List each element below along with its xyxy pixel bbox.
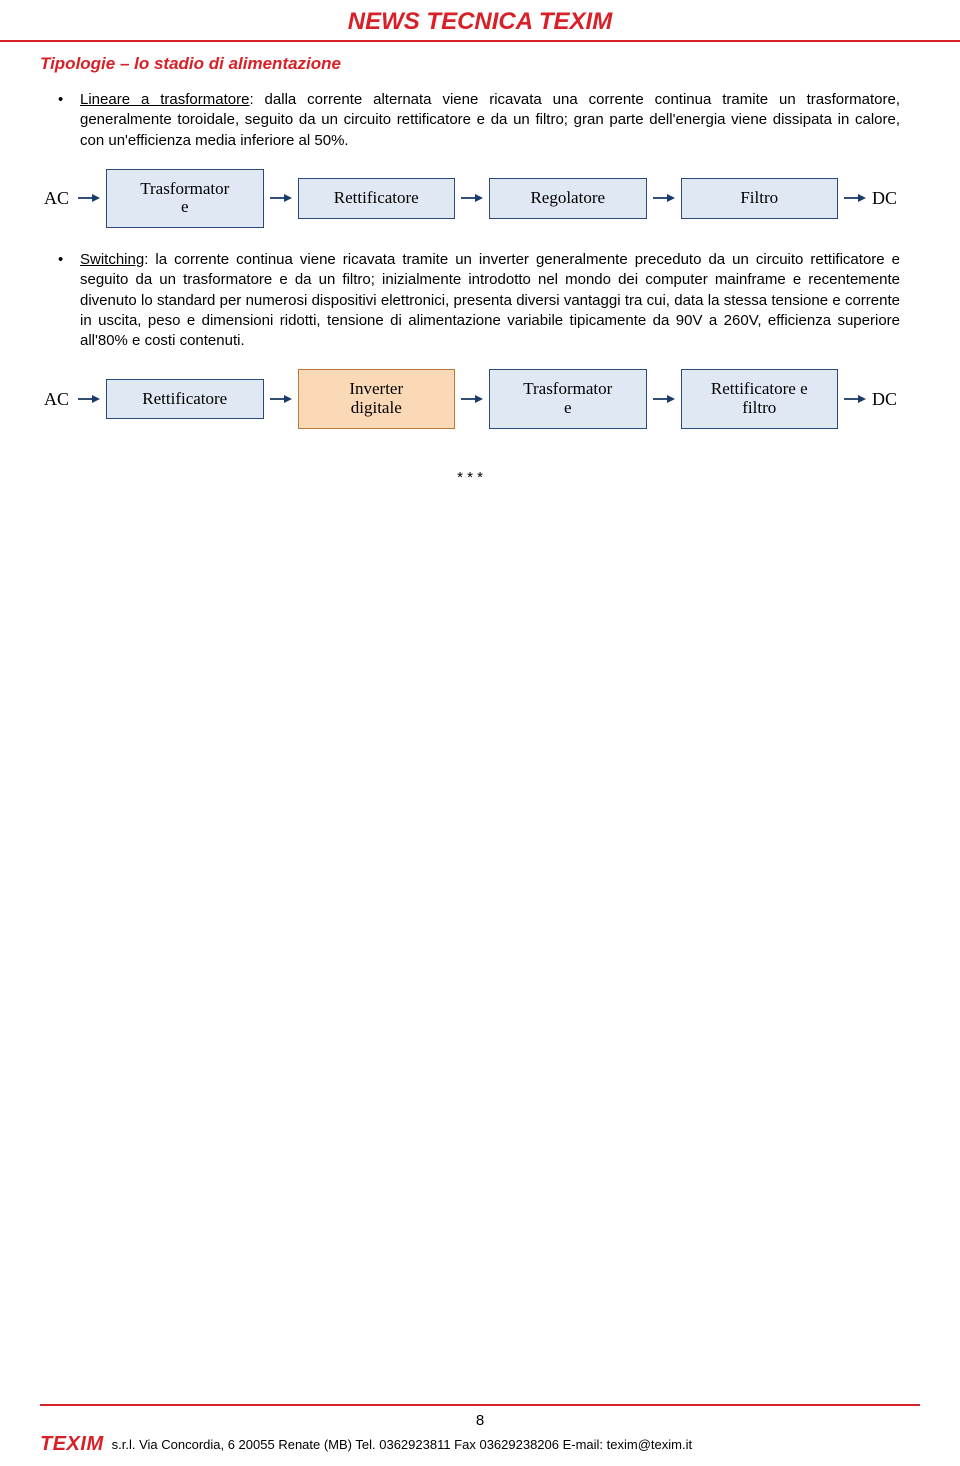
arrow-icon	[461, 393, 483, 405]
footer-text: s.r.l. Via Concordia, 6 20055 Renate (MB…	[112, 1437, 692, 1452]
arrow-icon	[270, 393, 292, 405]
arrow-icon	[844, 192, 866, 204]
flow-box: Filtro	[681, 178, 839, 219]
arrow-icon	[844, 393, 866, 405]
flowchart-1: AC Trasformatore Rettificatore Regolatore Fi…	[40, 169, 900, 228]
bullet2-underline: Switching	[80, 251, 144, 268]
bullet-list-2: Switching: la corrente continua viene ri…	[40, 250, 900, 351]
footer: 8 TEXIM s.r.l. Via Concordia, 6 20055 Re…	[0, 1404, 960, 1466]
flowchart-2: AC Rettificatore Inverterdigitale Trasforma…	[40, 369, 900, 428]
page-content: Tipologie – lo stadio di alimentazione L…	[0, 54, 960, 486]
flow-box: Rettificatore efiltro	[681, 369, 839, 428]
bullet2-text: : la corrente continua viene ricavata tr…	[80, 251, 900, 349]
separator-stars: * * *	[40, 469, 900, 486]
footer-row: TEXIM s.r.l. Via Concordia, 6 20055 Rena…	[0, 1429, 960, 1466]
flow-input-label: AC	[44, 389, 72, 410]
flow-box: Rettificatore	[106, 379, 264, 420]
page-number: 8	[0, 1412, 960, 1429]
flow-box: Inverterdigitale	[298, 369, 456, 428]
bullet-list-1: Lineare a trasformatore: dalla corrente …	[40, 90, 900, 151]
arrow-icon	[653, 393, 675, 405]
arrow-icon	[270, 192, 292, 204]
footer-rule	[40, 1404, 920, 1406]
header-rule	[0, 40, 960, 42]
arrow-icon	[653, 192, 675, 204]
bullet1-underline: Lineare a trasformatore	[80, 91, 249, 108]
arrow-icon	[461, 192, 483, 204]
arrow-icon	[78, 393, 100, 405]
arrow-icon	[78, 192, 100, 204]
flow-output-label: DC	[872, 389, 900, 410]
flow-box: Trasformatore	[489, 369, 647, 428]
bullet-item-2: Switching: la corrente continua viene ri…	[80, 250, 900, 351]
section-title: Tipologie – lo stadio di alimentazione	[40, 54, 900, 74]
bullet-item-1: Lineare a trasformatore: dalla corrente …	[80, 90, 900, 151]
footer-logo: TEXIM	[40, 1433, 104, 1456]
header-title: NEWS TECNICA TEXIM	[0, 0, 960, 40]
flow-input-label: AC	[44, 188, 72, 209]
flow-box: Trasformatore	[106, 169, 264, 228]
flow-box: Regolatore	[489, 178, 647, 219]
flow-output-label: DC	[872, 188, 900, 209]
flow-box: Rettificatore	[298, 178, 456, 219]
